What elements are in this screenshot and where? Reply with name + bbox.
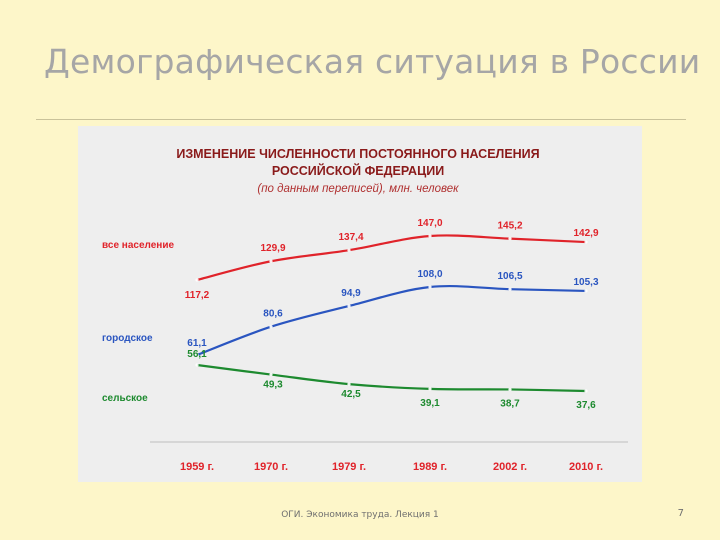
data-point-total: [428, 234, 432, 238]
data-point-urban: [269, 325, 273, 329]
data-label-rural: 39,1: [420, 398, 440, 409]
data-label-total: 142,9: [573, 228, 598, 239]
data-label-rural: 38,7: [500, 398, 520, 409]
x-tick-label: 1959 г.: [180, 461, 214, 473]
data-point-total: [195, 278, 199, 282]
x-tick-label: 2002 г.: [493, 461, 527, 473]
chart-title-line2: РОССИЙСКОЙ ФЕДЕРАЦИИ: [272, 163, 444, 178]
data-label-rural: 37,6: [576, 400, 596, 411]
slide-footer: ОГИ. Экономика труда. Лекция 1: [281, 510, 439, 520]
data-label-rural: 42,5: [341, 389, 361, 400]
series-label-rural: сельское: [102, 393, 148, 404]
data-point-urban: [195, 353, 199, 357]
data-point-rural: [195, 363, 199, 367]
data-point-total: [347, 248, 351, 252]
data-point-urban: [428, 285, 432, 289]
title-divider: [36, 119, 686, 120]
data-point-total: [269, 259, 273, 263]
data-label-total: 145,2: [497, 221, 522, 232]
series-label-urban: городское: [102, 333, 153, 344]
data-point-rural: [508, 387, 512, 392]
data-point-total: [584, 240, 588, 244]
data-label-rural: 56,1: [187, 349, 207, 360]
data-label-urban: 108,0: [417, 269, 442, 280]
x-tick-label: 1979 г.: [332, 461, 366, 473]
data-label-urban: 80,6: [263, 309, 283, 320]
data-label-urban: 106,5: [497, 271, 522, 282]
series-label-total: все население: [102, 240, 174, 251]
chart-subtitle: (по данным переписей), млн. человек: [257, 183, 459, 195]
data-point-total: [508, 237, 512, 241]
data-label-total: 129,9: [260, 243, 285, 254]
data-label-urban: 105,3: [573, 277, 598, 288]
series-line-total: [196, 234, 587, 282]
data-point-rural: [269, 372, 273, 377]
data-point-rural: [347, 382, 351, 386]
data-label-urban: 61,1: [187, 338, 207, 349]
series-line-urban: [196, 284, 587, 357]
slide-title: Демографическая ситуация в России: [44, 42, 701, 81]
chart-panel: ИЗМЕНЕНИЕ ЧИСЛЕННОСТИ ПОСТОЯННОГО НАСЕЛЕ…: [78, 126, 642, 482]
x-tick-label: 2010 г.: [569, 461, 603, 473]
data-point-urban: [584, 289, 588, 293]
data-label-rural: 49,3: [263, 380, 283, 391]
data-point-rural: [584, 389, 588, 393]
data-label-total: 147,0: [417, 218, 442, 229]
data-label-total: 117,2: [185, 290, 210, 301]
x-tick-label: 1970 г.: [254, 461, 288, 473]
data-point-urban: [508, 287, 512, 291]
data-point-urban: [347, 304, 351, 308]
population-line-chart: ИЗМЕНЕНИЕ ЧИСЛЕННОСТИ ПОСТОЯННОГО НАСЕЛЕ…: [102, 147, 628, 473]
data-point-rural: [428, 387, 432, 391]
chart-title-line1: ИЗМЕНЕНИЕ ЧИСЛЕННОСТИ ПОСТОЯННОГО НАСЕЛЕ…: [176, 147, 539, 161]
x-tick-label: 1989 г.: [413, 461, 447, 473]
series-line-rural: [196, 363, 587, 393]
page-number: 7: [677, 508, 684, 519]
data-label-urban: 94,9: [341, 288, 361, 299]
data-label-total: 137,4: [338, 232, 363, 243]
